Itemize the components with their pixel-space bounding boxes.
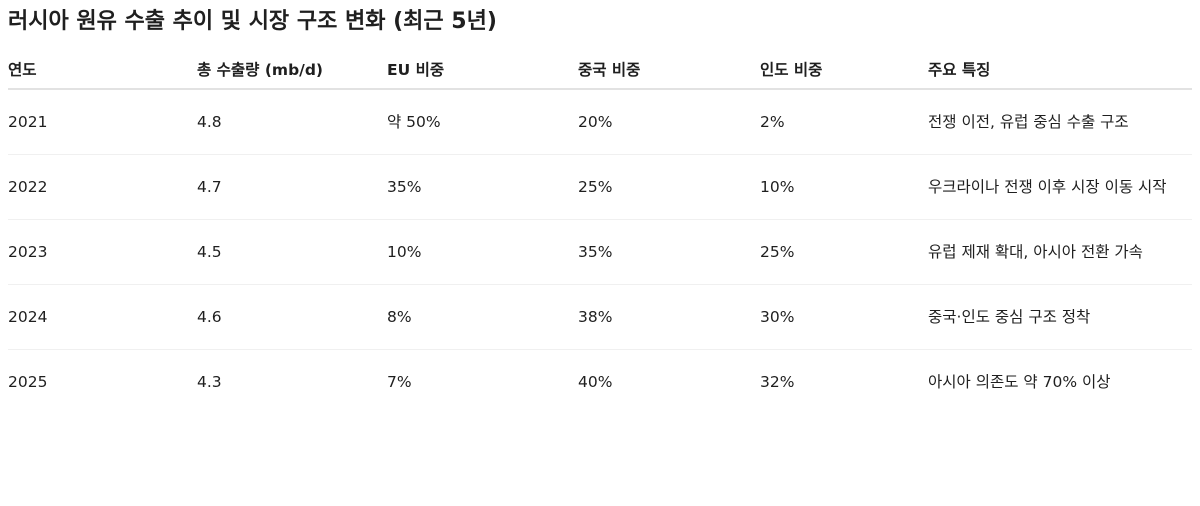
column-header-year: 연도	[8, 50, 197, 90]
column-header-eu-share: EU 비중	[387, 50, 578, 90]
cell-total-exports: 4.5	[197, 219, 387, 285]
cell-eu-share: 7%	[387, 373, 412, 391]
column-header-key-features: 주요 특징	[928, 50, 1192, 90]
cell-eu-share: 35%	[387, 154, 578, 220]
column-header-total-exports: 총 수출량 (mb/d)	[197, 50, 387, 90]
cell-year: 2025	[8, 373, 48, 391]
page-title: 러시아 원유 수출 추이 및 시장 구조 변화 (최근 5년)	[8, 9, 497, 34]
table-row: 2025 4.3 7% 40% 32% 아시아 의존도 약 70% 이상	[8, 350, 1192, 415]
table-row: 2023 4.5 10% 35% 25% 유럽 제재 확대, 아시아 전환 가속	[8, 219, 1192, 285]
cell-total-exports: 4.7	[197, 154, 387, 220]
cell-total-exports: 4.8	[197, 89, 387, 155]
cell-china-share: 38%	[578, 284, 760, 350]
column-header-china-share: 중국 비중	[578, 50, 760, 90]
cell-year: 2021	[8, 89, 197, 155]
table-row: 2021 4.8 약 50% 20% 2% 전쟁 이전, 유럽 중심 수출 구조	[8, 89, 1192, 155]
cell-year: 2024	[8, 284, 197, 350]
cell-eu-share: 8%	[387, 284, 578, 350]
cell-china-share: 35%	[578, 219, 760, 285]
cell-eu-share: 10%	[387, 219, 578, 285]
cell-india-share: 10%	[760, 154, 928, 220]
cell-year: 2022	[8, 154, 197, 220]
cell-key-features: 중국·인도 중심 구조 정착	[928, 284, 1192, 350]
cell-eu-share: 약 50%	[387, 89, 578, 155]
column-header-india-share: 인도 비중	[760, 50, 928, 90]
cell-key-features: 아시아 의존도 약 70% 이상	[928, 373, 1111, 391]
cell-total-exports: 4.6	[197, 284, 387, 350]
cell-china-share: 40%	[578, 373, 613, 391]
cell-key-features: 우크라이나 전쟁 이후 시장 이동 시작	[928, 154, 1192, 220]
table-row: 2024 4.6 8% 38% 30% 중국·인도 중심 구조 정착	[8, 284, 1192, 350]
export-table: 연도 총 수출량 (mb/d) EU 비중 중국 비중 인도 비중 주요 특징 2021 4…	[8, 50, 1192, 414]
cell-total-exports: 4.3	[197, 373, 222, 391]
cell-year: 2023	[8, 219, 197, 285]
cell-china-share: 20%	[578, 89, 760, 155]
cell-india-share: 32%	[760, 373, 795, 391]
cell-key-features: 전쟁 이전, 유럽 중심 수출 구조	[928, 89, 1192, 155]
cell-china-share: 25%	[578, 154, 760, 220]
cell-india-share: 30%	[760, 284, 928, 350]
cell-key-features: 유럽 제재 확대, 아시아 전환 가속	[928, 219, 1192, 285]
cell-india-share: 25%	[760, 219, 928, 285]
cell-india-share: 2%	[760, 89, 928, 155]
table-header-row: 연도 총 수출량 (mb/d) EU 비중 중국 비중 인도 비중 주요 특징	[8, 50, 1192, 90]
table-row: 2022 4.7 35% 25% 10% 우크라이나 전쟁 이후 시장 이동 시작	[8, 154, 1192, 220]
